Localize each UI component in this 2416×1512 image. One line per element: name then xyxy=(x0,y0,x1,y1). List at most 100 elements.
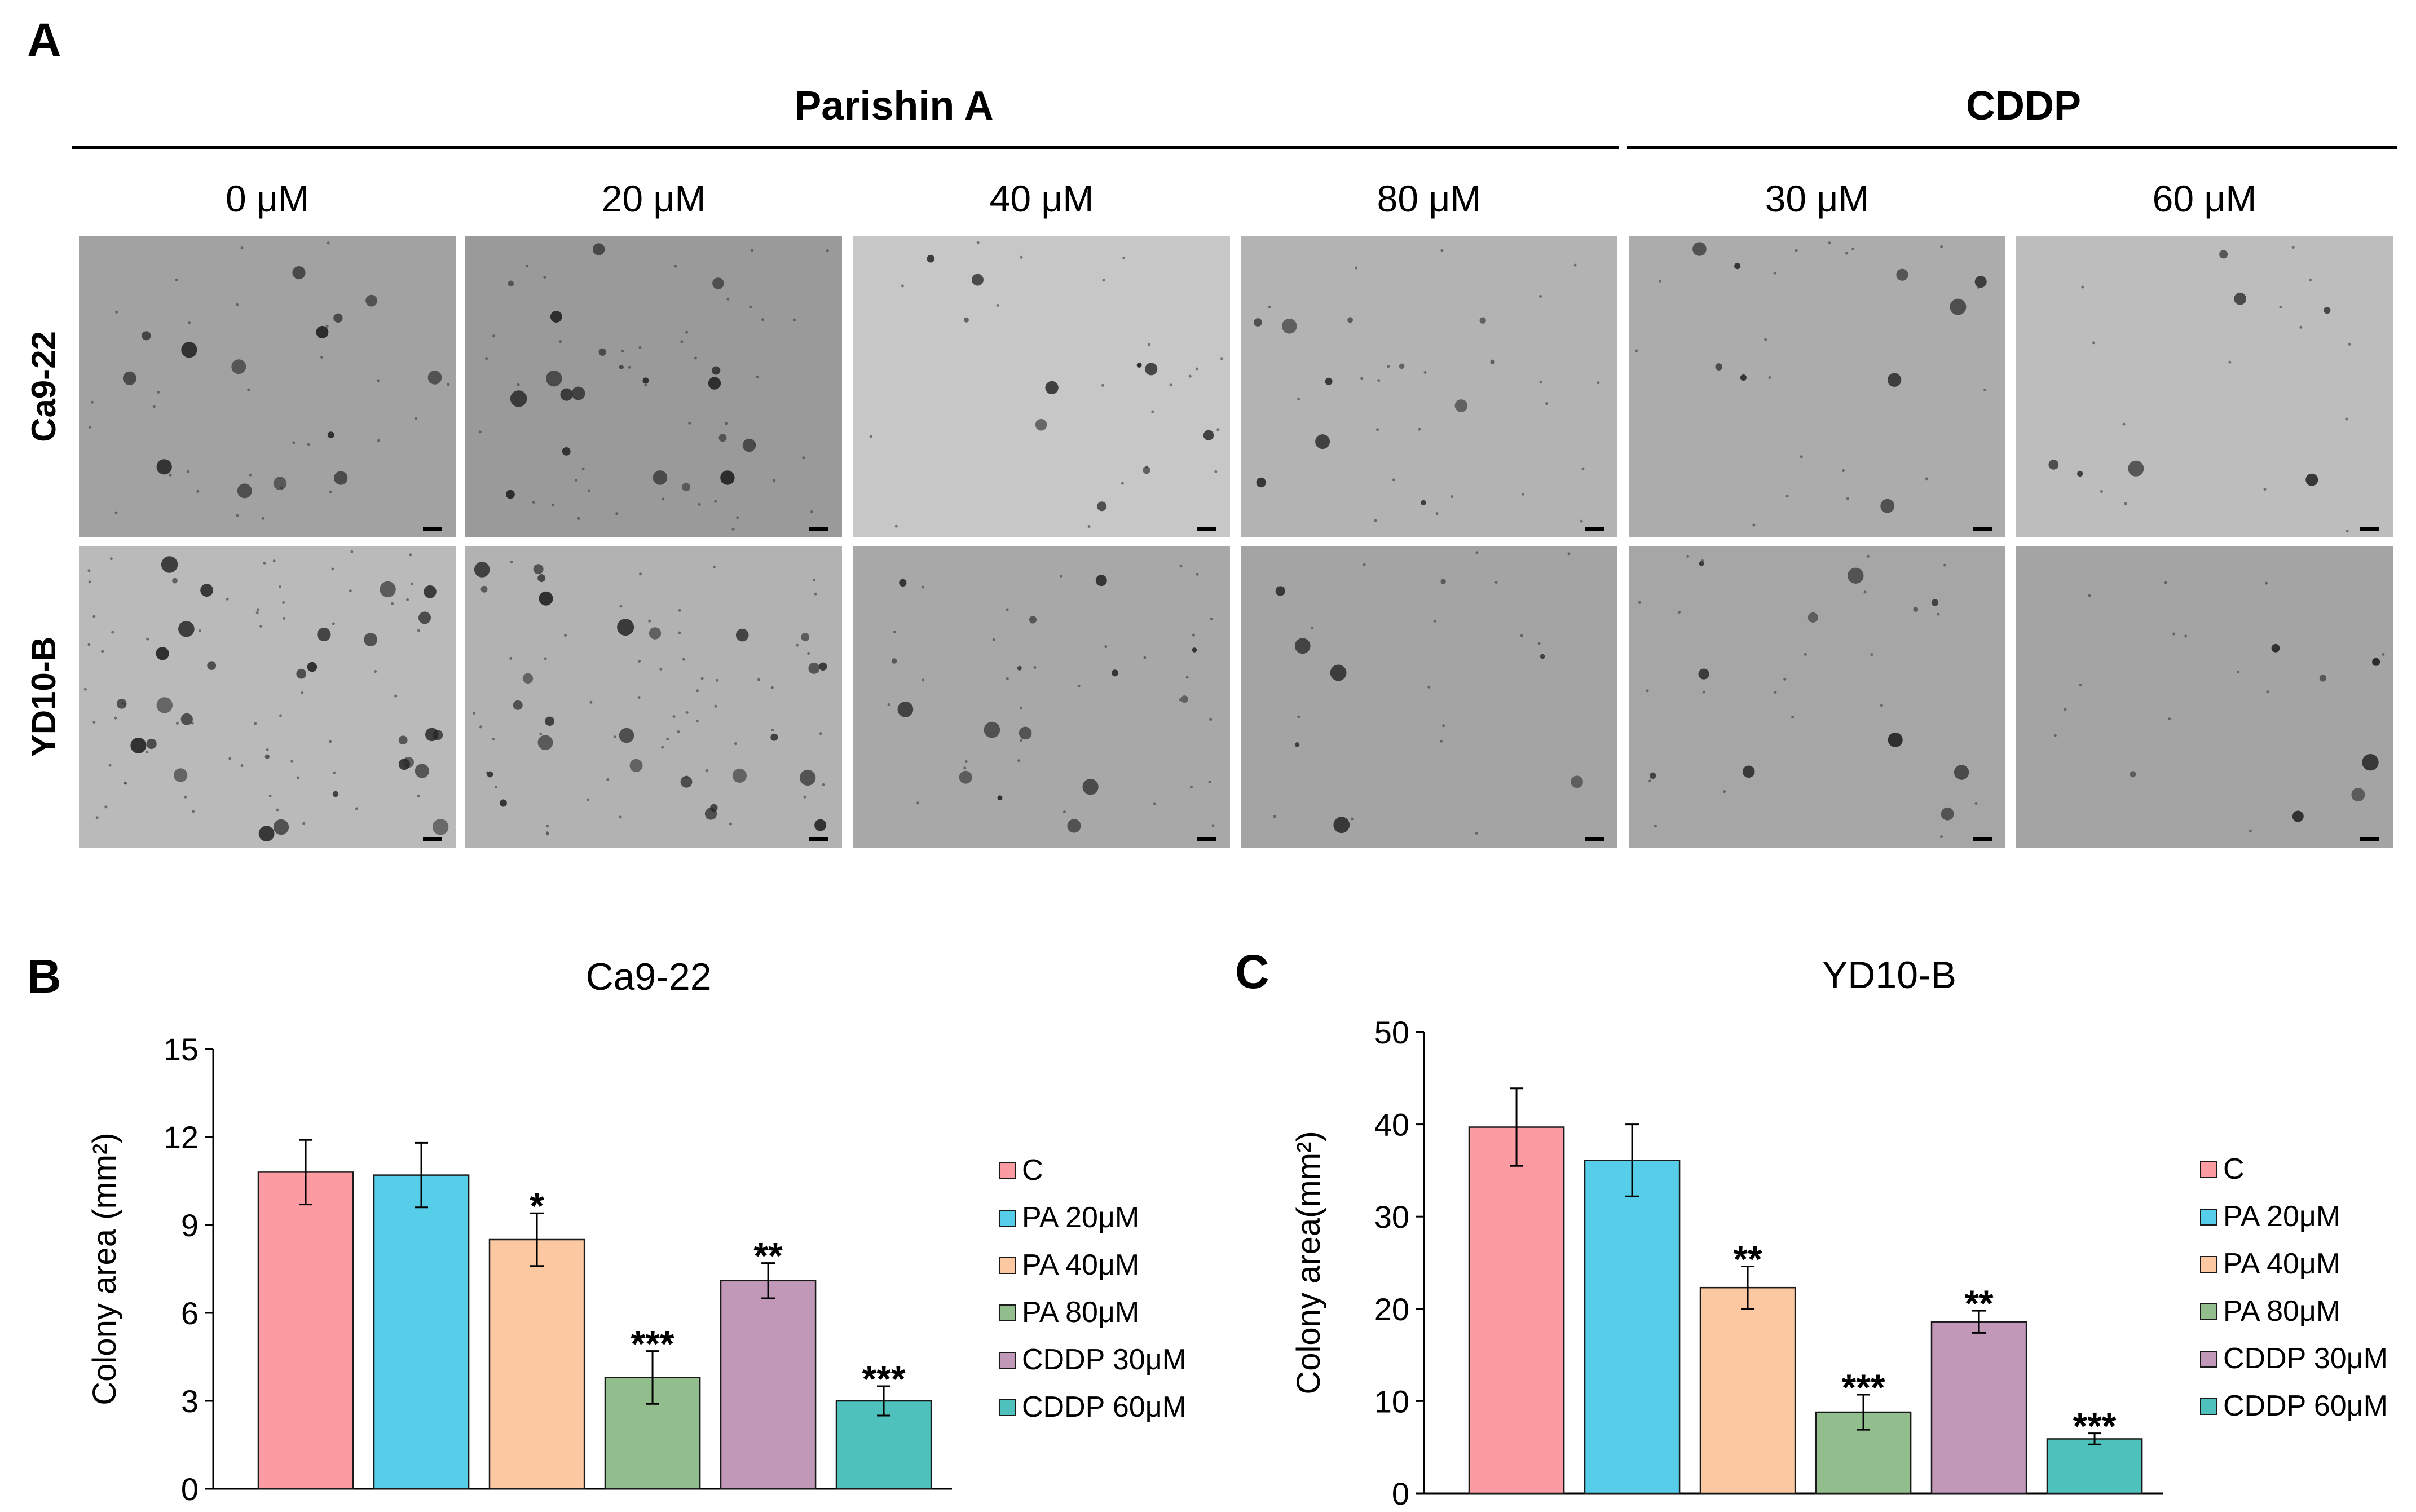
debris-dot xyxy=(678,631,681,634)
colony-dot xyxy=(1330,664,1347,681)
debris-dot xyxy=(1102,279,1105,282)
debris-dot xyxy=(114,511,118,514)
bar xyxy=(373,1174,470,1490)
group-label-cddp: CDDP xyxy=(1966,83,2081,129)
debris-dot xyxy=(406,598,409,601)
dose-label: 0 μM xyxy=(226,178,309,219)
scale-bar xyxy=(809,837,828,841)
colony-dot xyxy=(680,775,693,788)
debris-dot xyxy=(771,728,774,731)
colony-dot xyxy=(1256,477,1266,488)
debris-dot xyxy=(726,297,730,301)
debris-dot xyxy=(111,631,114,634)
colony-dot xyxy=(333,313,343,323)
debris-dot xyxy=(1077,684,1081,687)
debris-dot xyxy=(587,489,590,492)
debris-dot xyxy=(123,703,126,706)
debris-dot xyxy=(1842,469,1845,472)
colony-dot xyxy=(649,627,662,640)
legend-label: CDDP 60μM xyxy=(1022,1391,1187,1423)
significance-marker: *** xyxy=(1842,1366,1885,1408)
y-tick-label: 40 xyxy=(1374,1107,1409,1143)
debris-dot xyxy=(2081,285,2084,289)
debris-dot xyxy=(1216,428,1220,431)
colony-dot xyxy=(814,819,827,831)
debris-dot xyxy=(1122,256,1126,259)
debris-dot xyxy=(2064,708,2067,711)
colony-dot xyxy=(642,377,649,384)
debris-dot xyxy=(1355,266,1358,270)
micrograph xyxy=(465,546,842,848)
debris-dot xyxy=(1440,739,1443,743)
debris-dot xyxy=(1774,691,1777,694)
colony-dot xyxy=(1019,726,1032,740)
scale-bar xyxy=(1585,837,1604,841)
colony-dot xyxy=(598,348,607,356)
colony-dot xyxy=(207,661,217,670)
debris-dot xyxy=(773,479,776,482)
debris-dot xyxy=(92,615,96,618)
debris-dot xyxy=(1442,724,1445,728)
micrograph xyxy=(465,236,842,537)
colony-dot xyxy=(1888,732,1903,747)
debris-dot xyxy=(2382,653,2385,656)
colony-dot xyxy=(142,331,151,341)
colony-dot xyxy=(1454,399,1468,412)
colony-dot xyxy=(592,243,605,255)
debris-dot xyxy=(249,473,252,477)
debris-dot xyxy=(2184,634,2188,638)
debris-dot xyxy=(255,611,259,614)
colony-dot xyxy=(433,730,443,740)
debris-dot xyxy=(88,580,91,584)
colony-dot xyxy=(1440,579,1446,584)
debris-dot xyxy=(169,473,172,477)
micrograph xyxy=(853,546,1230,848)
colony-dot xyxy=(180,713,193,725)
debris-dot xyxy=(279,585,281,589)
debris-dot xyxy=(1764,338,1767,341)
colony-dot xyxy=(545,716,554,726)
colony-dot xyxy=(897,701,914,717)
debris-dot xyxy=(921,585,924,589)
debris-dot xyxy=(1220,357,1223,360)
debris-dot xyxy=(893,631,896,634)
colony-dot xyxy=(317,627,331,642)
colony-dot xyxy=(972,274,984,286)
debris-dot xyxy=(1195,367,1198,371)
debris-dot xyxy=(409,553,412,557)
debris-dot xyxy=(1087,525,1091,528)
debris-dot xyxy=(1145,465,1148,469)
debris-dot xyxy=(329,490,332,493)
debris-dot xyxy=(700,677,704,680)
debris-dot xyxy=(1846,497,1849,500)
debris-dot xyxy=(964,760,968,763)
colony-dot xyxy=(1143,466,1150,474)
colony-dot xyxy=(1742,765,1755,778)
debris-dot xyxy=(1153,802,1156,805)
debris-dot xyxy=(613,735,616,739)
debris-dot xyxy=(240,246,244,250)
colony-dot xyxy=(161,556,178,573)
micrograph-background xyxy=(1629,236,2005,537)
debris-dot xyxy=(678,609,681,612)
debris-dot xyxy=(685,330,689,334)
micrograph-background xyxy=(465,546,842,848)
colony-dot xyxy=(156,647,169,660)
colony-dot xyxy=(800,769,816,786)
debris-dot xyxy=(350,550,354,553)
colony-dot xyxy=(1399,363,1405,369)
colony-dot xyxy=(1136,362,1142,368)
debris-dot xyxy=(240,764,244,768)
colony-dot xyxy=(1896,268,1908,281)
debris-dot xyxy=(146,751,149,754)
debris-dot xyxy=(236,303,239,306)
colony-dot xyxy=(1029,616,1037,624)
dose-label: 40 μM xyxy=(990,178,1094,219)
micrograph-background xyxy=(79,236,456,537)
debris-dot xyxy=(509,656,513,660)
colony-dot xyxy=(1315,434,1330,449)
debris-dot xyxy=(1017,759,1021,762)
debris-dot xyxy=(996,304,999,307)
colony-dot xyxy=(537,735,553,751)
legend-label: CDDP 30μM xyxy=(2223,1342,2388,1375)
